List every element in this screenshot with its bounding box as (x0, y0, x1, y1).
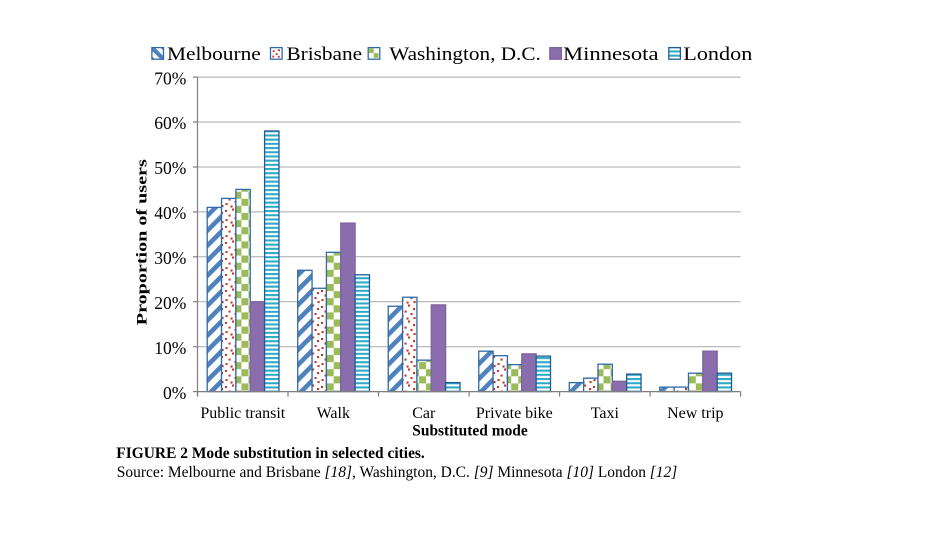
svg-text:Brisbane: Brisbane (287, 44, 363, 65)
svg-text:70%: 70% (154, 68, 186, 88)
svg-text:New trip: New trip (667, 405, 723, 422)
svg-text:0%: 0% (163, 383, 186, 403)
svg-text:Minnesota: Minnesota (563, 44, 659, 65)
svg-text:Private bike: Private bike (476, 405, 553, 422)
svg-text:30%: 30% (154, 248, 186, 268)
svg-text:Car: Car (412, 405, 436, 422)
svg-text:60%: 60% (154, 113, 186, 133)
svg-text:20%: 20% (154, 293, 186, 313)
svg-text:Substituted mode: Substituted mode (412, 422, 528, 440)
svg-text:FIGURE 2 Mode substitution in: FIGURE 2 Mode substitution in selected c… (116, 445, 425, 462)
svg-text:London: London (683, 44, 752, 65)
svg-text:40%: 40% (154, 203, 186, 223)
svg-text:Proportion of users: Proportion of users (134, 159, 150, 325)
svg-text:10%: 10% (154, 338, 186, 358)
svg-text:50%: 50% (154, 158, 186, 178)
svg-text:Public transit: Public transit (200, 405, 285, 422)
svg-text:Taxi: Taxi (591, 405, 620, 422)
svg-text:Washington, D.C.: Washington, D.C. (389, 44, 541, 65)
svg-text:Melbourne: Melbourne (167, 44, 261, 65)
svg-text:Source: Melbourne and Brisbane: Source: Melbourne and Brisbane [18], Was… (117, 464, 678, 481)
svg-text:Walk: Walk (317, 405, 350, 422)
